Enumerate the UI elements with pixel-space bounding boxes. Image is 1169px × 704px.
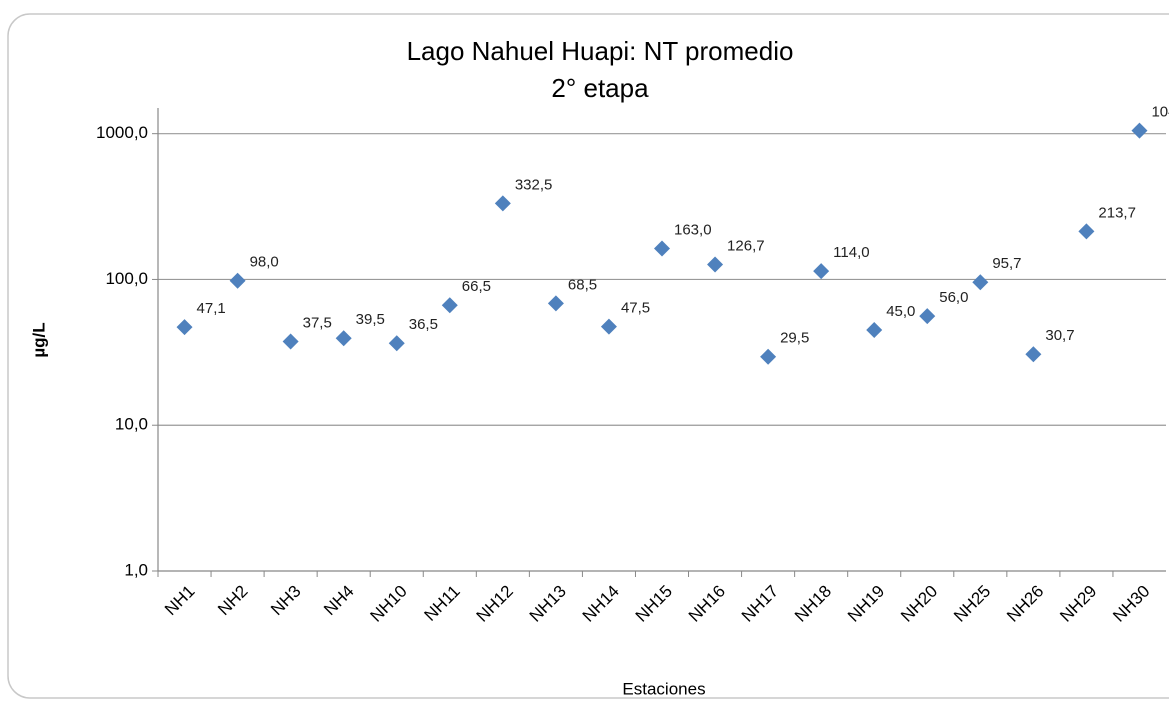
chart-border xyxy=(7,13,1169,699)
data-point xyxy=(494,195,511,212)
data-label: 39,5 xyxy=(356,311,385,328)
data-point xyxy=(229,272,246,289)
data-label: 68,5 xyxy=(568,276,597,293)
data-point xyxy=(176,319,193,336)
data-label: 163,0 xyxy=(674,221,712,238)
data-label: 56,0 xyxy=(939,289,968,306)
data-label: 29,5 xyxy=(780,330,809,347)
data-point xyxy=(600,318,617,335)
data-point xyxy=(813,263,830,280)
data-label: 47,5 xyxy=(621,300,650,317)
data-label: 30,7 xyxy=(1045,327,1074,344)
y-tick-label: 1000,0 xyxy=(96,123,148,142)
data-point xyxy=(335,330,352,347)
y-axis-title: µg/L xyxy=(29,322,48,357)
data-label: 45,0 xyxy=(886,303,915,320)
data-point xyxy=(282,333,299,350)
data-label: 126,7 xyxy=(727,237,765,254)
data-label: 37,5 xyxy=(303,315,332,332)
data-point xyxy=(972,274,989,291)
data-point xyxy=(654,240,670,257)
data-label: 1049,7 xyxy=(1151,104,1169,121)
data-label: 95,7 xyxy=(992,255,1021,272)
data-point xyxy=(1025,346,1042,363)
data-point xyxy=(919,308,936,325)
data-label: 332,5 xyxy=(515,176,553,193)
x-axis-title: Estaciones xyxy=(622,679,705,698)
data-label: 47,1 xyxy=(197,300,226,317)
data-point xyxy=(866,322,883,339)
data-point xyxy=(1131,122,1148,139)
y-tick-label: 1,0 xyxy=(124,560,148,579)
y-tick-label: 100,0 xyxy=(105,269,148,288)
data-point xyxy=(388,335,405,352)
data-point xyxy=(441,297,458,314)
data-point xyxy=(547,295,564,312)
data-point xyxy=(707,256,724,273)
data-label: 66,5 xyxy=(462,278,491,295)
data-point xyxy=(1078,223,1095,240)
data-label: 114,0 xyxy=(833,244,869,261)
data-label: 36,5 xyxy=(409,316,438,333)
data-label: 213,7 xyxy=(1098,204,1136,221)
data-point xyxy=(760,348,777,365)
y-tick-label: 10,0 xyxy=(115,415,148,434)
chart-title: Lago Nahuel Huapi: NT promedio xyxy=(407,36,794,66)
chart-subtitle: 2° etapa xyxy=(551,73,649,103)
data-label: 98,0 xyxy=(250,254,279,271)
